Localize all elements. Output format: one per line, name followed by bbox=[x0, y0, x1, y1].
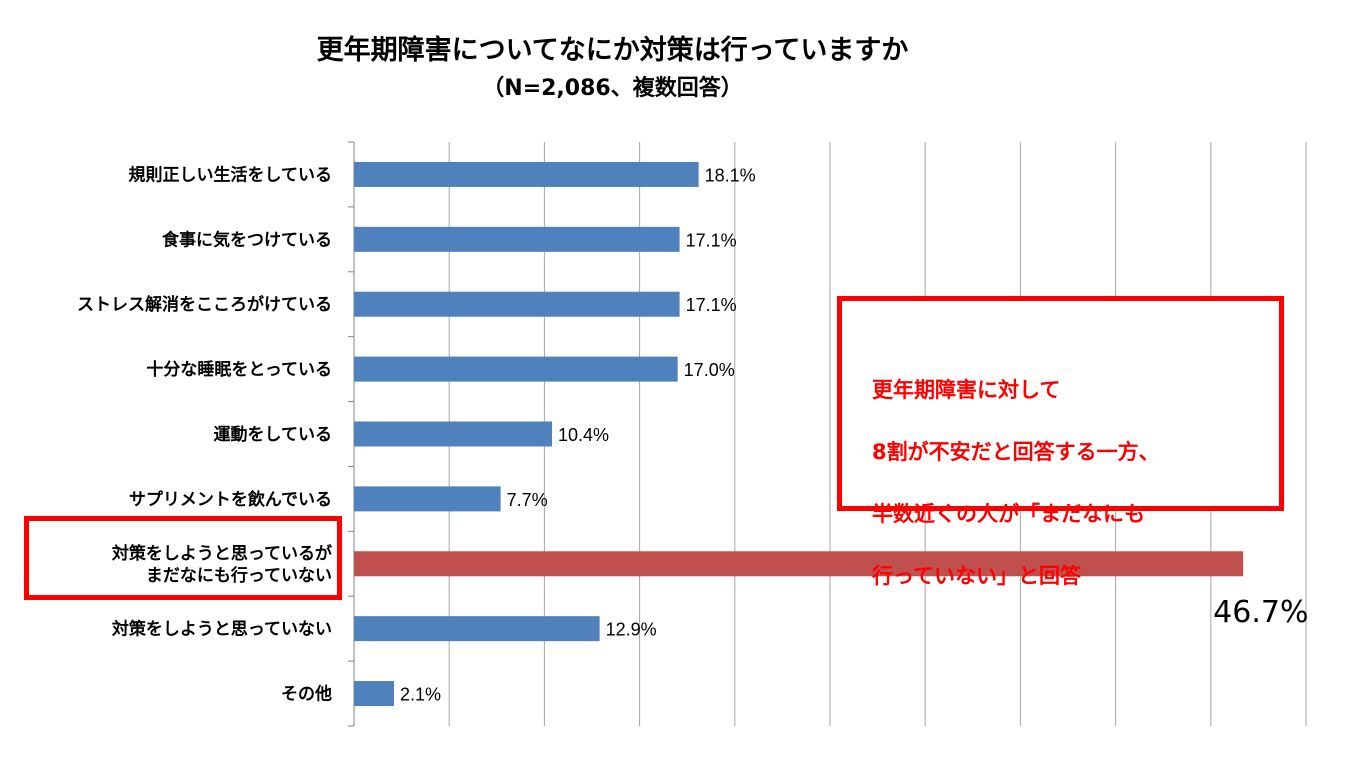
bar bbox=[354, 226, 680, 252]
category-label: 運動をしている bbox=[214, 424, 333, 445]
bar bbox=[354, 616, 600, 642]
bar bbox=[354, 421, 553, 447]
bar bbox=[354, 486, 501, 512]
category-label: その他 bbox=[281, 684, 332, 705]
bar bbox=[354, 356, 678, 382]
highlight-category-box bbox=[24, 516, 342, 600]
callout-line: 半数近くの人が「まだなにも bbox=[872, 502, 1145, 526]
chart-title: 更年期障害についてなにか対策は行っていますか bbox=[316, 35, 909, 66]
data-label: 2.1% bbox=[400, 685, 441, 705]
data-label: 17.1% bbox=[686, 295, 737, 315]
category-label: 対策をしようと思っているが bbox=[111, 543, 332, 564]
callout-line: 行っていない」と回答 bbox=[872, 564, 1081, 588]
category-label: 十分な睡眠をとっている bbox=[146, 359, 332, 380]
callout-text: 更年期障害に対して 8割が不安だと回答する一方、 半数近くの人が「まだなにも 行… bbox=[872, 344, 1160, 623]
data-label: 12.9% bbox=[606, 620, 657, 640]
category-label: サプリメントを飲んでいる bbox=[129, 489, 332, 510]
bar bbox=[354, 681, 394, 707]
category-label: まだなにも行っていない bbox=[146, 565, 332, 586]
category-label: 規則正しい生活をしている bbox=[129, 164, 333, 185]
category-label: ストレス解消をこころがけている bbox=[77, 294, 332, 315]
data-label: 17.1% bbox=[686, 230, 737, 250]
data-label: 10.4% bbox=[558, 425, 609, 445]
bar bbox=[354, 161, 699, 187]
callout-line: 更年期障害に対して bbox=[872, 378, 1061, 402]
data-label: 46.7% bbox=[1213, 595, 1308, 630]
category-label: 食事に気をつけている bbox=[162, 229, 332, 250]
callout-box: 更年期障害に対して 8割が不安だと回答する一方、 半数近くの人が「まだなにも 行… bbox=[837, 296, 1284, 588]
callout-line: 8割が不安だと回答する一方、 bbox=[872, 440, 1160, 464]
chart-subtitle: （N=2,086、複数回答） bbox=[482, 76, 743, 101]
data-label: 17.0% bbox=[684, 360, 735, 380]
bar bbox=[354, 551, 1244, 577]
bar bbox=[354, 291, 680, 317]
category-label: 対策をしようと思っていない bbox=[111, 619, 332, 640]
data-label: 7.7% bbox=[507, 490, 548, 510]
data-label: 18.1% bbox=[705, 165, 756, 185]
